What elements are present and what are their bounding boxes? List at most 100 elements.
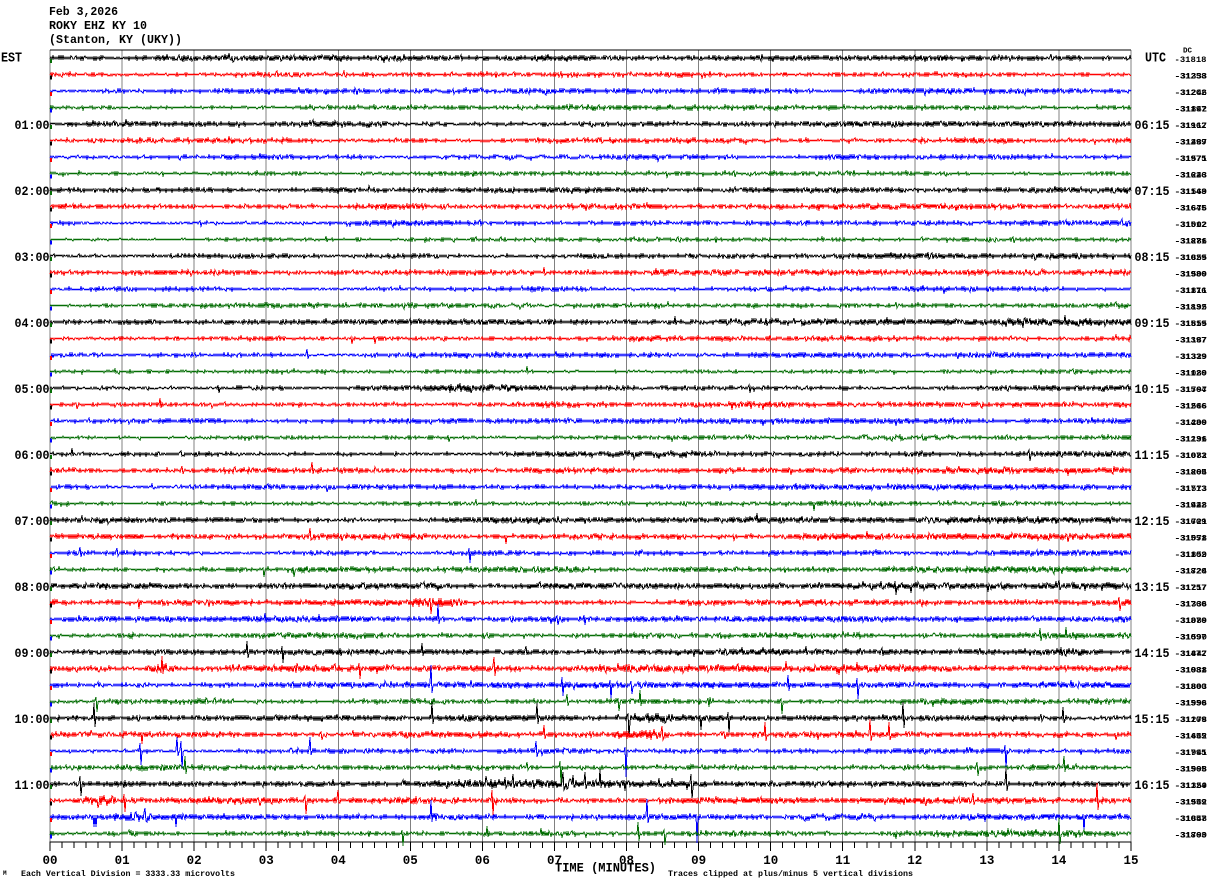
svg-text:-31329: -31329 <box>1175 352 1207 362</box>
svg-text:-31029: -31029 <box>1175 253 1207 263</box>
svg-text:-31863: -31863 <box>1175 830 1207 840</box>
svg-text:14:15: 14:15 <box>1135 646 1170 661</box>
svg-text:03: 03 <box>259 853 274 868</box>
svg-text:-31870: -31870 <box>1175 616 1207 626</box>
svg-text:Feb 3,2026: Feb 3,2026 <box>49 6 118 19</box>
svg-text:16:15: 16:15 <box>1135 778 1170 793</box>
svg-text:-31124: -31124 <box>1175 781 1207 791</box>
svg-text:-31519: -31519 <box>1175 319 1207 329</box>
svg-text:-31359: -31359 <box>1175 781 1207 791</box>
svg-text:02:00: 02:00 <box>15 184 50 199</box>
svg-text:-31797: -31797 <box>1175 385 1207 395</box>
svg-text:-31571: -31571 <box>1175 154 1207 164</box>
svg-text:06:00: 06:00 <box>15 448 50 463</box>
svg-text:-31333: -31333 <box>1175 71 1207 81</box>
svg-text:-31980: -31980 <box>1175 269 1207 279</box>
svg-text:-31397: -31397 <box>1175 335 1207 345</box>
svg-text:-31243: -31243 <box>1175 170 1207 180</box>
svg-text:UTC: UTC <box>1145 52 1166 67</box>
svg-text:-31626: -31626 <box>1175 170 1207 180</box>
svg-text:06:15: 06:15 <box>1135 118 1170 133</box>
svg-text:-31941: -31941 <box>1175 748 1207 758</box>
svg-text:-31336: -31336 <box>1175 599 1207 609</box>
svg-text:-31569: -31569 <box>1175 187 1207 197</box>
svg-text:-31081: -31081 <box>1175 665 1207 675</box>
svg-text:08:00: 08:00 <box>15 580 50 595</box>
svg-text:-31962: -31962 <box>1175 121 1207 131</box>
svg-text:-31724: -31724 <box>1175 566 1207 576</box>
svg-text:-31299: -31299 <box>1175 137 1207 147</box>
svg-text:-31176: -31176 <box>1175 286 1207 296</box>
svg-text:-31565: -31565 <box>1175 764 1207 774</box>
svg-text:11:00: 11:00 <box>15 778 50 793</box>
svg-text:-31258: -31258 <box>1175 71 1207 81</box>
svg-text:-31120: -31120 <box>1175 368 1207 378</box>
svg-text:TIME (MINUTES): TIME (MINUTES) <box>555 861 656 876</box>
svg-text:-31645: -31645 <box>1175 203 1207 213</box>
svg-text:-31713: -31713 <box>1175 484 1207 494</box>
svg-text:-31472: -31472 <box>1175 649 1207 659</box>
svg-text:-31509: -31509 <box>1175 269 1207 279</box>
svg-text:15:15: 15:15 <box>1135 712 1170 727</box>
svg-text:07: 07 <box>547 853 562 868</box>
svg-text:12:15: 12:15 <box>1135 514 1170 529</box>
svg-text:M: M <box>3 870 7 877</box>
svg-text:-31197: -31197 <box>1175 104 1207 114</box>
svg-text:-31847: -31847 <box>1175 649 1207 659</box>
svg-text:09:00: 09:00 <box>15 646 50 661</box>
svg-text:-31922: -31922 <box>1175 500 1207 510</box>
svg-text:10:15: 10:15 <box>1135 382 1170 397</box>
svg-text:DC: DC <box>1183 48 1193 56</box>
svg-text:05:00: 05:00 <box>15 382 50 397</box>
svg-text:14: 14 <box>1051 853 1066 868</box>
svg-text:-31800: -31800 <box>1175 682 1207 692</box>
svg-text:-31480: -31480 <box>1175 418 1207 428</box>
svg-text:-31803: -31803 <box>1175 682 1207 692</box>
svg-text:-31002: -31002 <box>1175 220 1207 230</box>
svg-text:-31590: -31590 <box>1175 632 1207 642</box>
svg-text:-31448: -31448 <box>1175 500 1207 510</box>
svg-text:11: 11 <box>835 853 850 868</box>
svg-text:-31073: -31073 <box>1175 451 1207 461</box>
svg-text:03:00: 03:00 <box>15 250 50 265</box>
svg-text:-31871: -31871 <box>1175 236 1207 246</box>
svg-text:-31546: -31546 <box>1175 401 1207 411</box>
svg-text:01:00: 01:00 <box>15 118 50 133</box>
svg-text:-31148: -31148 <box>1175 187 1207 197</box>
svg-text:12: 12 <box>907 853 922 868</box>
svg-text:-31573: -31573 <box>1175 484 1207 494</box>
svg-text:-31760: -31760 <box>1175 599 1207 609</box>
svg-text:-31542: -31542 <box>1175 797 1207 807</box>
svg-text:-31820: -31820 <box>1175 566 1207 576</box>
svg-text:-31196: -31196 <box>1175 434 1207 444</box>
svg-text:-31278: -31278 <box>1175 715 1207 725</box>
svg-text:13: 13 <box>979 853 994 868</box>
svg-text:-31266: -31266 <box>1175 401 1207 411</box>
svg-text:06: 06 <box>475 853 490 868</box>
svg-text:-31609: -31609 <box>1175 517 1207 527</box>
svg-text:04: 04 <box>331 853 346 868</box>
svg-text:-31855: -31855 <box>1175 319 1207 329</box>
svg-text:01: 01 <box>115 853 130 868</box>
svg-text:-31187: -31187 <box>1175 335 1207 345</box>
svg-text:-31551: -31551 <box>1175 533 1207 543</box>
svg-text:-31642: -31642 <box>1175 731 1207 741</box>
svg-text:-31217: -31217 <box>1175 583 1207 593</box>
svg-text:-31811: -31811 <box>1175 286 1207 296</box>
svg-text:-31564: -31564 <box>1175 385 1207 395</box>
svg-text:08: 08 <box>619 853 634 868</box>
svg-text:-31832: -31832 <box>1175 302 1207 312</box>
svg-text:-31057: -31057 <box>1175 814 1207 824</box>
svg-text:-31721: -31721 <box>1175 517 1207 527</box>
svg-text:Traces clipped at plus/minus 5: Traces clipped at plus/minus 5 vertical … <box>668 869 913 879</box>
svg-text:-31975: -31975 <box>1175 154 1207 164</box>
svg-text:-31089: -31089 <box>1175 616 1207 626</box>
svg-text:-31795: -31795 <box>1175 748 1207 758</box>
svg-text:ROKY EHZ KY 10: ROKY EHZ KY 10 <box>49 20 147 33</box>
svg-text:-31231: -31231 <box>1175 434 1207 444</box>
svg-text:-31855: -31855 <box>1175 253 1207 263</box>
svg-text:-31109: -31109 <box>1175 715 1207 725</box>
svg-text:10:00: 10:00 <box>15 712 50 727</box>
svg-text:-31996: -31996 <box>1175 698 1207 708</box>
svg-text:-31757: -31757 <box>1175 583 1207 593</box>
